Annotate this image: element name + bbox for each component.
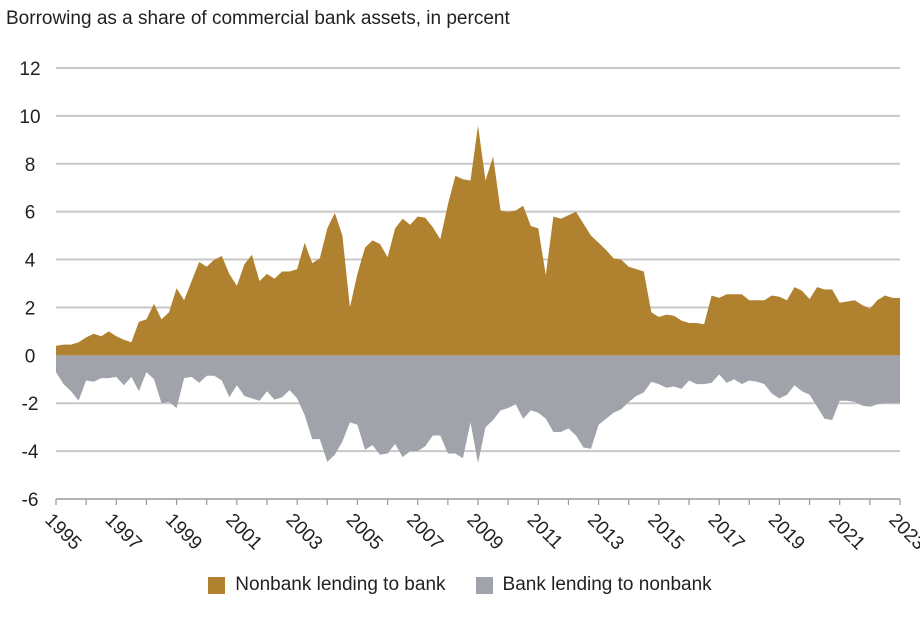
legend-item-bank-lending: Bank lending to nonbank xyxy=(475,574,712,596)
x-tick-label: 2013 xyxy=(583,510,628,555)
y-tick-label: 10 xyxy=(19,107,40,128)
y-tick-label: 2 xyxy=(25,298,36,319)
legend-item-nonbank-lending: Nonbank lending to bank xyxy=(208,574,446,596)
x-tick-label: 2003 xyxy=(282,510,327,555)
y-tick-label: -4 xyxy=(22,442,39,463)
x-tick-label: 2009 xyxy=(462,510,507,555)
x-tick-label: 2001 xyxy=(221,510,266,555)
legend-swatch xyxy=(208,576,226,594)
area-series-bank-lending-to-nonbank xyxy=(56,355,900,464)
x-tick-label: 2023 xyxy=(884,510,920,555)
x-tick-label: 1997 xyxy=(101,510,146,555)
y-tick-label: 8 xyxy=(25,155,36,176)
y-tick-label: 4 xyxy=(25,251,36,272)
x-tick-label: 1995 xyxy=(40,510,85,555)
x-tick-label: 2017 xyxy=(704,510,749,555)
y-tick-label: -6 xyxy=(22,490,39,511)
x-tick-label: 2021 xyxy=(824,510,869,555)
y-tick-label: -2 xyxy=(22,394,39,415)
y-tick-label: 0 xyxy=(25,346,36,367)
legend-label: Bank lending to nonbank xyxy=(502,574,712,595)
x-tick-label: 2019 xyxy=(764,510,809,555)
x-tick-label: 2007 xyxy=(402,510,447,555)
y-tick-label: 12 xyxy=(19,59,40,80)
legend-swatch xyxy=(475,576,493,594)
x-tick-label: 2005 xyxy=(342,510,387,555)
x-tick-label: 2015 xyxy=(643,510,688,555)
area-series-nonbank-lending-to-bank xyxy=(56,125,900,356)
y-tick-label: 6 xyxy=(25,203,36,224)
legend-label: Nonbank lending to bank xyxy=(235,574,446,595)
x-tick-label: 2011 xyxy=(523,510,567,554)
chart-title: Borrowing as a share of commercial bank … xyxy=(6,8,510,29)
legend: Nonbank lending to bank Bank lending to … xyxy=(0,574,920,596)
x-tick-label: 1999 xyxy=(161,510,206,555)
